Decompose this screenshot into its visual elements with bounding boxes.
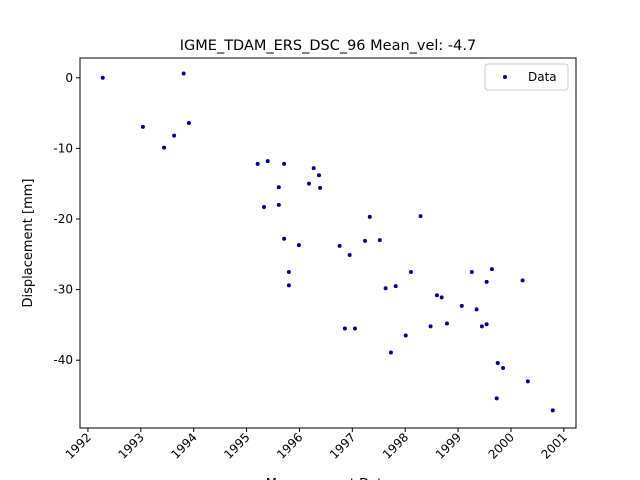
data-point	[363, 238, 368, 243]
data-point	[181, 71, 186, 76]
data-point	[276, 202, 281, 207]
y-tick-label: -40	[53, 353, 73, 367]
data-point	[282, 161, 287, 166]
y-tick-label: -10	[53, 141, 73, 155]
data-point	[495, 361, 500, 366]
data-point	[525, 379, 530, 384]
y-tick-label: -30	[53, 283, 73, 297]
x-tick-label: 1997	[327, 430, 358, 461]
legend-box	[484, 63, 569, 91]
data-point	[403, 333, 408, 338]
data-point	[186, 120, 191, 125]
data-point	[474, 307, 479, 312]
x-tick-label: 1998	[380, 430, 411, 461]
data-point	[444, 321, 449, 326]
data-point	[172, 133, 177, 138]
data-point	[479, 324, 484, 329]
data-point	[337, 243, 342, 248]
data-point	[286, 283, 291, 288]
y-tick-label: -20	[53, 212, 73, 226]
x-tick-label: 2000	[486, 430, 517, 461]
x-tick-label: 1994	[168, 430, 199, 461]
data-point	[418, 214, 423, 219]
data-point	[352, 326, 357, 331]
data-point	[276, 185, 281, 190]
data-point	[428, 324, 433, 329]
legend-marker	[503, 75, 507, 79]
x-tick-label: 1992	[63, 430, 94, 461]
data-point	[520, 278, 525, 283]
x-axis-label: Measurement Date	[266, 477, 390, 480]
x-tick-label: 1999	[433, 430, 464, 461]
data-point	[140, 124, 145, 129]
legend-label: Data	[528, 70, 557, 84]
x-tick-label: 1995	[221, 430, 252, 461]
chart-title: IGME_TDAM_ERS_DSC_96 Mean_vel: -4.7	[180, 38, 476, 54]
x-tick-label: 2001	[538, 430, 569, 461]
y-tick-label: 0	[65, 71, 73, 85]
data-point	[162, 145, 167, 150]
data-point	[347, 253, 352, 258]
plot-frame	[79, 57, 577, 429]
data-point	[489, 267, 494, 272]
data-point	[100, 75, 105, 80]
data-point	[342, 326, 347, 331]
data-point	[484, 279, 489, 284]
data-point	[317, 173, 322, 178]
data-point	[367, 214, 372, 219]
data-point	[306, 181, 311, 186]
data-point	[383, 286, 388, 291]
data-point	[501, 365, 506, 370]
y-axis-label: Displacement [mm]	[21, 179, 36, 308]
data-point	[469, 269, 474, 274]
data-point	[296, 243, 301, 248]
data-point	[255, 161, 260, 166]
x-tick-label: 1993	[115, 430, 146, 461]
data-point	[459, 303, 464, 308]
data-point	[286, 269, 291, 274]
data-point	[434, 293, 439, 298]
data-point	[388, 350, 393, 355]
data-point	[262, 204, 267, 209]
data-point	[484, 322, 489, 327]
data-point	[311, 166, 316, 171]
data-point	[282, 236, 287, 241]
x-tick-label: 1996	[274, 430, 305, 461]
data-point	[494, 396, 499, 401]
data-point	[393, 284, 398, 289]
data-point	[439, 295, 444, 300]
data-point	[318, 185, 323, 190]
data-point	[550, 408, 555, 413]
data-point	[409, 269, 414, 274]
data-point	[265, 159, 270, 164]
data-point	[377, 238, 382, 243]
